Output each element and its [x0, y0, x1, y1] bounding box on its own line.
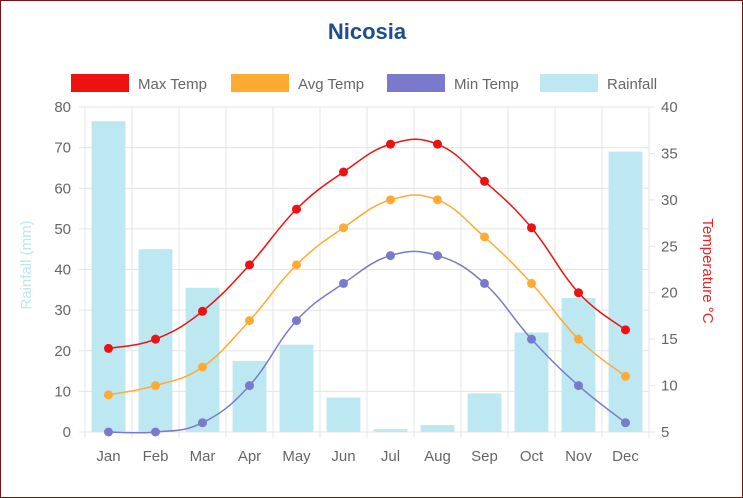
temperature-lines — [104, 138, 630, 437]
legend-label-max-temp: Max Temp — [138, 76, 207, 93]
min-temp-point — [527, 334, 536, 344]
y-left-tick-label: 0 — [63, 424, 71, 441]
y-right-tick-label: 30 — [661, 192, 678, 209]
avg-temp-point — [433, 195, 442, 205]
legend-label-avg-temp: Avg Temp — [298, 76, 364, 93]
avg-temp-point — [151, 381, 160, 391]
rainfall-bar — [279, 344, 314, 432]
y-right-tick-label: 40 — [661, 99, 678, 116]
rainfall-bar — [608, 151, 643, 432]
x-tick-label: Jun — [331, 448, 355, 465]
avg-temp-point — [386, 195, 395, 205]
max-temp-point — [386, 139, 395, 149]
y-left-tick-label: 20 — [54, 343, 71, 360]
min-temp-point — [480, 278, 489, 288]
max-temp-point — [433, 139, 442, 149]
avg-temp-point — [292, 260, 301, 270]
x-tick-label: Nov — [565, 448, 592, 465]
min-temp-point — [151, 427, 160, 437]
avg-temp-point — [480, 232, 489, 242]
y-left-tick-label: 40 — [54, 262, 71, 279]
max-temp-point — [151, 334, 160, 344]
max-temp-point — [198, 306, 207, 316]
rainfall-bars — [91, 121, 643, 432]
rainfall-bar — [514, 332, 549, 432]
y-left-tick-label: 60 — [54, 180, 71, 197]
y-left-axis-label: Rainfall (mm) — [18, 220, 35, 309]
rainfall-bar — [467, 393, 502, 432]
min-temp-point — [433, 251, 442, 261]
y-right-tick-label: 10 — [661, 378, 678, 395]
max-temp-point — [339, 167, 348, 177]
x-tick-label: Oct — [520, 448, 544, 465]
legend-swatch-max-temp — [71, 74, 129, 92]
x-tick-label: Mar — [190, 448, 216, 465]
legend-swatch-avg-temp — [231, 74, 289, 92]
x-tick-label: Feb — [143, 448, 169, 465]
avg-temp-point — [245, 316, 254, 326]
x-tick-label: Sep — [471, 448, 498, 465]
min-temp-point — [574, 381, 583, 391]
max-temp-point — [292, 204, 301, 214]
y-left-tick-label: 50 — [54, 221, 71, 238]
avg-temp-point — [621, 371, 630, 381]
legend-swatch-min-temp — [387, 74, 445, 92]
min-temp-point — [621, 418, 630, 428]
x-tick-label: May — [282, 448, 311, 465]
y-right-axis-label: Temperature °C — [699, 218, 716, 323]
x-tick-label: Dec — [612, 448, 639, 465]
max-temp-point — [574, 288, 583, 298]
max-temp-point — [527, 223, 536, 233]
rainfall-bar — [326, 397, 361, 432]
avg-temp-point — [574, 334, 583, 344]
y-left-tick-label: 10 — [54, 383, 71, 400]
axis-ticks: 0 10 20 30 40 50 60 70 80 5 10 15 20 25 30 35 40 Jan Feb Ma… — [54, 99, 677, 465]
rainfall-bar — [420, 425, 455, 432]
rainfall-bar — [373, 429, 408, 432]
avg-temp-point — [527, 278, 536, 288]
min-temp-point — [245, 381, 254, 391]
y-left-tick-label: 30 — [54, 302, 71, 319]
min-temp-point — [198, 418, 207, 428]
y-left-tick-label: 70 — [54, 140, 71, 157]
max-temp-point — [621, 325, 630, 335]
x-tick-label: Aug — [424, 448, 451, 465]
y-right-tick-label: 15 — [661, 331, 678, 348]
chart-title: Nicosia — [328, 19, 407, 44]
y-right-tick-label: 20 — [661, 285, 678, 302]
legend: Max Temp Avg Temp Min Temp Rainfall — [71, 74, 657, 93]
min-temp-point — [386, 251, 395, 261]
legend-label-min-temp: Min Temp — [454, 76, 519, 93]
legend-swatch-rainfall — [540, 74, 598, 92]
y-right-tick-label: 5 — [661, 424, 669, 441]
avg-temp-point — [339, 223, 348, 233]
max-temp-point — [104, 343, 113, 353]
avg-temp-point — [198, 362, 207, 372]
y-left-tick-label: 80 — [54, 99, 71, 116]
rainfall-bar — [561, 297, 596, 432]
x-tick-label: Jan — [96, 448, 120, 465]
x-tick-label: Apr — [238, 448, 261, 465]
legend-label-rainfall: Rainfall — [607, 76, 657, 93]
rainfall-bar — [91, 121, 126, 432]
max-temp-point — [245, 260, 254, 270]
min-temp-point — [339, 278, 348, 288]
y-right-tick-label: 25 — [661, 238, 678, 255]
max-temp-point — [480, 176, 489, 186]
min-temp-point — [292, 316, 301, 326]
x-tick-label: Jul — [381, 448, 400, 465]
y-right-tick-label: 35 — [661, 145, 678, 162]
avg-temp-point — [104, 390, 113, 400]
min-temp-point — [104, 427, 113, 437]
